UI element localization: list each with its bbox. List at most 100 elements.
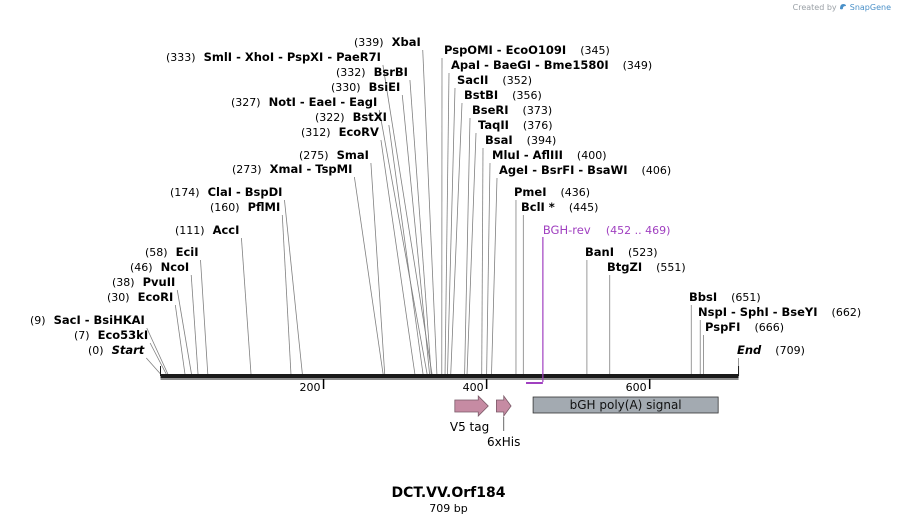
site-leader-line: [409, 79, 432, 375]
site-position-label: (58): [145, 246, 168, 259]
site-position-label: (376): [523, 119, 553, 132]
site-position-label: (7): [74, 329, 90, 342]
site-leader-line: [378, 109, 428, 375]
site-position-label: (709): [775, 344, 805, 357]
site-name-label: BbsI: [689, 290, 717, 304]
site-name-label: PspFI: [705, 320, 740, 334]
site-position-label: (9): [30, 314, 46, 327]
site-position-label: (551): [656, 261, 686, 274]
v5-tag-feature-arrow: [454, 395, 489, 417]
site-name-label: SmlI - XhoI - PspXI - PaeR7I: [204, 50, 381, 64]
his-tag-feature-arrow: [496, 394, 512, 418]
restriction-sites: [146, 49, 739, 375]
site-position-label: (333): [166, 51, 196, 64]
site-leader-line: [200, 259, 209, 375]
site-position-label: (356): [512, 89, 542, 102]
site-position-label: (46): [130, 261, 153, 274]
primer-name-label: BGH-rev: [543, 223, 591, 237]
ruler-tick-label: 400: [463, 381, 484, 394]
credit-prefix: Created by: [792, 3, 837, 12]
site-name-label: PspOMI - EcoO109I: [444, 43, 566, 57]
bgh-polya-label: bGH poly(A) signal: [570, 398, 682, 412]
site-name-label: EcoRI: [138, 290, 174, 304]
sequence-backbone: [160, 374, 739, 378]
site-name-label: TaqII: [478, 118, 509, 132]
site-name-label: Start: [112, 343, 145, 357]
site-position-label: (394): [527, 134, 557, 147]
site-leader-line: [241, 237, 252, 375]
site-name-label: NspI - SphI - BseYI: [698, 305, 818, 319]
snapgene-logo-icon: [840, 4, 847, 10]
site-name-label: BseRI: [472, 103, 509, 117]
site-position-label: (436): [561, 186, 591, 199]
site-leader-line: [422, 49, 438, 375]
site-name-label: SacII: [457, 73, 488, 87]
site-position-label: (111): [175, 224, 205, 237]
site-leader-line: [486, 162, 491, 375]
site-name-label: BsaI: [485, 133, 513, 147]
site-name-label: MluI - AflIII: [492, 148, 563, 162]
site-position-label: (0): [88, 344, 104, 357]
site-leader-line: [190, 274, 199, 375]
site-position-label: (30): [107, 291, 130, 304]
site-name-label: PvuII: [143, 275, 176, 289]
site-name-label: ApaI - BaeGI - Bme1580I: [451, 58, 609, 72]
site-position-label: (160): [210, 201, 240, 214]
map-length: 709 bp: [429, 502, 467, 515]
site-position-label: (273): [232, 163, 262, 176]
ruler-tick-label: 600: [626, 381, 647, 394]
site-leader-line: [466, 132, 477, 375]
site-name-label: XbaI: [392, 35, 421, 49]
site-leader-line: [176, 289, 192, 375]
site-position-label: (666): [754, 321, 784, 334]
site-name-label: AgeI - BsrFI - BsaWI: [499, 163, 628, 177]
site-leader-line: [481, 147, 484, 375]
site-position-label: (352): [502, 74, 532, 87]
site-name-label: EcoRV: [339, 125, 379, 139]
site-labels: (0) Start (7) Eco53kI (9) SacI - BsiHKAI (30) E…: [30, 35, 861, 357]
site-name-label: NotI - EaeI - EagI: [269, 95, 378, 109]
site-position-label: (345): [580, 44, 610, 57]
site-position-label: (275): [299, 149, 329, 162]
site-leader-line: [149, 342, 167, 375]
site-position-label: (400): [577, 149, 607, 162]
site-name-label: XmaI - TspMI: [270, 162, 353, 176]
site-position-label: (406): [642, 164, 672, 177]
site-leader-line: [447, 87, 456, 375]
site-leader-line: [450, 102, 463, 375]
site-leader-line: [370, 162, 386, 375]
site-leader-line: [464, 117, 471, 375]
site-leader-line: [380, 139, 416, 375]
site-leader-line: [146, 357, 161, 375]
site-position-label: (330): [331, 81, 361, 94]
site-position-label: (332): [336, 66, 366, 79]
site-leader-line: [491, 177, 498, 375]
site-name-label: NcoI: [161, 260, 190, 274]
site-name-label: SmaI: [337, 148, 369, 162]
site-name-label: End: [737, 343, 762, 357]
site-name-label: SacI - BsiHKAI: [54, 313, 145, 327]
site-position-label: (327): [231, 96, 261, 109]
site-position-label: (339): [354, 36, 384, 49]
site-leader-line: [174, 304, 186, 375]
site-position-label: (174): [170, 186, 200, 199]
site-name-label: BstXI: [353, 110, 387, 124]
v5-tag-label: V5 tag: [450, 420, 489, 434]
site-name-label: BsiEI: [369, 80, 401, 94]
site-leader-line: [281, 214, 292, 375]
site-leader-line: [444, 72, 450, 375]
site-name-label: PflMI: [248, 200, 281, 214]
site-name-label: ClaI - BspDI: [208, 185, 283, 199]
snapgene-credit: Created by SnapGene: [793, 3, 891, 12]
site-name-label: BanI: [585, 245, 614, 259]
site-name-label: EciI: [176, 245, 199, 259]
site-position-label: (349): [623, 59, 653, 72]
site-leader-line: [388, 124, 424, 375]
site-position-label: (523): [628, 246, 658, 259]
site-position-label: (445): [569, 201, 599, 214]
site-name-label: BstBI: [464, 88, 498, 102]
site-name-label: PmeI: [514, 185, 547, 199]
site-position-label: (38): [112, 276, 135, 289]
site-position-label: (373): [523, 104, 553, 117]
